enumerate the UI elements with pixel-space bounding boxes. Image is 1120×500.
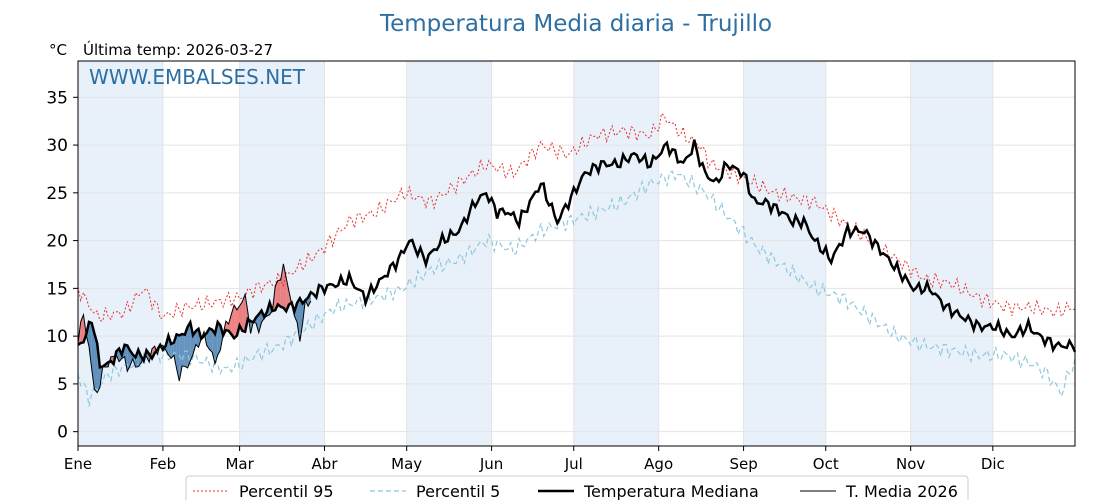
x-tick-label-Ene: Ene	[64, 455, 92, 473]
y-tick-label-0: 0	[57, 423, 68, 443]
unit-label: °C	[49, 41, 67, 59]
anomaly-segment	[228, 314, 232, 335]
anomaly-segment	[239, 301, 243, 331]
anomaly-segment	[280, 263, 284, 308]
anomaly-segment	[195, 328, 199, 348]
x-tick-label-Nov: Nov	[896, 455, 925, 473]
anomaly-segment	[176, 334, 180, 381]
x-tick-label-Jul: Jul	[564, 455, 583, 473]
y-tick-label-15: 15	[46, 279, 68, 299]
anomaly-segment	[286, 277, 289, 312]
legend-label-p95: Percentil 95	[239, 482, 334, 500]
legend-label-p5: Percentil 5	[416, 482, 500, 500]
anomaly-segment	[234, 305, 237, 339]
anomaly-segment	[212, 329, 215, 364]
series-line-median	[77, 139, 1077, 370]
x-tick-label-Oct: Oct	[813, 455, 839, 473]
y-tick-label-25: 25	[46, 184, 68, 204]
series-lines	[77, 112, 1077, 407]
legend-box	[185, 475, 969, 500]
y-axis: 0 5 10 15 20 25 30 35	[46, 88, 78, 443]
anomaly-segment	[297, 298, 300, 342]
anomaly-segment	[217, 322, 221, 356]
anomaly-segment	[236, 305, 240, 336]
y-tick-label-30: 30	[46, 136, 68, 156]
anomaly-segment	[256, 314, 259, 333]
anomaly-segment	[190, 322, 193, 361]
month-band-Ene	[78, 61, 163, 446]
anomaly-segment	[277, 280, 281, 307]
anomaly-segment	[209, 328, 213, 353]
last-temp-subtitle: Última temp: 2026-03-27	[83, 40, 273, 59]
watermark: WWW.EMBALSES.NET	[89, 65, 306, 89]
anomaly-segment	[242, 294, 246, 332]
y-tick-label-10: 10	[46, 327, 68, 347]
month-band-Mar	[239, 61, 325, 446]
month-band-Nov	[910, 61, 993, 446]
anomaly-segment	[184, 326, 188, 368]
legend-label-current: T. Media 2026	[845, 482, 958, 500]
chart-title: Temperatura Media diaria - Trujillo	[379, 11, 772, 37]
anomaly-segment	[275, 280, 278, 311]
anomaly-segment	[193, 331, 196, 355]
x-tick-label-May: May	[391, 455, 422, 473]
series-line-p5	[77, 170, 1076, 407]
plot-frame	[77, 60, 1076, 447]
month-band-May	[406, 61, 492, 446]
y-tick-label-35: 35	[46, 88, 68, 108]
x-tick-label-Dic: Dic	[981, 455, 1005, 473]
month-band-Sep	[743, 61, 826, 446]
anomaly-segment	[80, 314, 84, 343]
x-tick-label-Jun: Jun	[479, 455, 503, 473]
anomaly-segment	[299, 298, 303, 342]
series-line-current	[77, 263, 312, 394]
month-band-Jul	[573, 61, 659, 446]
legend: Percentil 95 Percentil 5 Temperatura Media…	[185, 475, 969, 500]
legend-label-median: Temperatura Mediana	[583, 482, 759, 500]
y-tick-label-5: 5	[57, 375, 68, 395]
anomaly-segment	[89, 321, 92, 369]
month-bands	[78, 61, 993, 446]
x-tick-label-Sep: Sep	[729, 455, 757, 473]
x-tick-label-Mar: Mar	[225, 455, 254, 473]
anomaly-segment	[245, 294, 248, 332]
y-tick-label-20: 20	[46, 232, 68, 252]
x-tick-label-Abr: Abr	[312, 455, 339, 473]
x-tick-label-Feb: Feb	[150, 455, 177, 473]
x-axis: Ene Feb Mar Abr May Jun Jul Ago Sep Oct Nov Dic	[64, 446, 1005, 473]
anomaly-segment	[258, 310, 262, 333]
x-tick-label-Ago: Ago	[644, 455, 673, 473]
